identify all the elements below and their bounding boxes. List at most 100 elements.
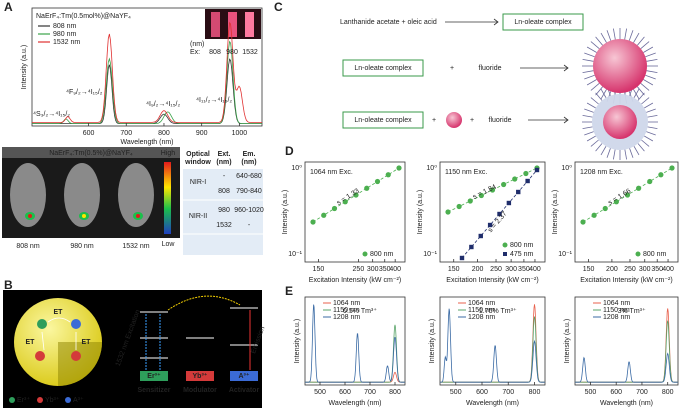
x-tick-label: 200	[606, 266, 618, 273]
ligand	[624, 28, 627, 40]
annotation: ⁴I₁₁/₂→⁴I₁₅/₂	[196, 97, 232, 104]
ligand	[613, 28, 616, 40]
x-tick-label: 150	[583, 266, 595, 273]
ligand	[600, 146, 607, 156]
annotation: ⁴F₉/₂→⁴I₁₅/₂	[66, 89, 103, 96]
point	[467, 198, 473, 204]
x-tick-label: 350	[518, 266, 530, 273]
ion-box-label: Er³⁺	[147, 372, 161, 380]
point	[497, 211, 502, 217]
ligand	[646, 131, 656, 136]
c-arrows	[445, 18, 569, 124]
ligand	[646, 108, 656, 113]
legend-label: 1150 nm	[603, 307, 630, 314]
inset-label: 808	[209, 49, 221, 56]
inset-unit: (nm)	[190, 41, 204, 48]
arrow	[47, 317, 71, 323]
legend-swatch	[362, 251, 368, 257]
x-tick-label: 250	[624, 266, 636, 273]
ligand	[640, 83, 650, 91]
point	[613, 199, 619, 205]
legend-label: 800 nm	[643, 251, 667, 258]
x-tick-label: 800	[662, 389, 674, 396]
ligand	[582, 70, 594, 73]
annotation: ⁴I₉/₂→⁴I₁₅/₂	[146, 101, 180, 108]
ion-legend: Yb³⁺	[45, 396, 60, 404]
seed	[446, 112, 462, 128]
box	[186, 371, 214, 381]
x-tick-label: 400	[389, 266, 401, 273]
nanoparticle	[593, 39, 647, 93]
table-cell: -	[248, 222, 251, 229]
point	[534, 167, 540, 173]
point	[478, 192, 484, 199]
x-tick-label: 300	[505, 266, 517, 273]
ligand	[646, 70, 658, 73]
legend-label: 475 nm	[510, 251, 534, 258]
ligand	[600, 32, 607, 43]
legend-swatch	[503, 252, 507, 256]
ligand	[584, 108, 594, 113]
x-axis-label: Excitation Intensity (kW cm⁻²)	[309, 277, 401, 284]
et-label: ET	[82, 339, 92, 346]
ligand	[641, 97, 650, 105]
x-tick-label: 800	[529, 389, 541, 396]
core	[603, 105, 637, 139]
ligand	[584, 52, 595, 58]
legend-label: 1150 nm	[468, 307, 495, 314]
legend-label: 808 nm	[53, 23, 77, 30]
legend-label: 1064 nm	[603, 300, 630, 307]
fit-line	[447, 167, 538, 213]
excitation-label: 1150 nm Exc.	[445, 169, 487, 176]
ligand	[586, 46, 597, 53]
ligand	[586, 135, 596, 142]
vial	[228, 12, 237, 37]
reagent: fluoride	[489, 117, 512, 124]
y-axis-label: Intensity (a.u.)	[282, 190, 289, 234]
spectrum	[440, 308, 545, 383]
panel-label: D	[285, 144, 294, 158]
mouse	[64, 163, 100, 227]
legend-label: 1208 nm	[603, 314, 630, 321]
arrow	[445, 18, 499, 26]
table-cell: 1532	[216, 222, 232, 229]
precursor: Lanthanide acetate + oleic acid	[340, 19, 437, 26]
ligand	[641, 139, 650, 147]
ligand	[633, 146, 640, 156]
ligand	[590, 97, 599, 105]
point	[331, 205, 338, 212]
ligand	[646, 59, 658, 62]
x-tick-label: 600	[476, 389, 488, 396]
table-cell: 640-680	[236, 173, 262, 180]
box	[342, 111, 424, 129]
point	[636, 185, 642, 191]
table-header-line: window	[184, 159, 211, 166]
table-header-bg	[183, 147, 263, 169]
axes	[304, 161, 406, 263]
ligand	[647, 115, 658, 118]
ligand	[584, 74, 595, 80]
table-header-line: Em.	[243, 151, 256, 158]
point	[478, 233, 483, 239]
y-tick-label: 10⁻¹	[288, 251, 302, 258]
ligand	[647, 126, 658, 129]
point	[459, 255, 465, 261]
legend-swatch	[502, 242, 508, 248]
point	[523, 170, 529, 177]
et-label: ET	[26, 339, 36, 346]
legend-label: 1208 nm	[468, 314, 495, 321]
x-tick-label: 500	[450, 389, 462, 396]
ligand	[606, 30, 612, 41]
box-label: Ln-oleate complex	[354, 65, 412, 72]
x-tick-label: 400	[662, 266, 674, 273]
ligand	[595, 92, 603, 101]
table-header-line: Optical	[186, 151, 210, 158]
image-label: 1532 nm	[122, 243, 149, 250]
ligand	[595, 36, 603, 46]
ligand	[637, 92, 645, 101]
doping-label: 3% Tm³⁺	[618, 307, 646, 315]
ligand	[628, 30, 634, 41]
x-tick-label: 200	[472, 266, 484, 273]
ion-legend: Er³⁺	[17, 396, 30, 404]
doping-label: 0.5% Tm³⁺	[343, 307, 377, 315]
